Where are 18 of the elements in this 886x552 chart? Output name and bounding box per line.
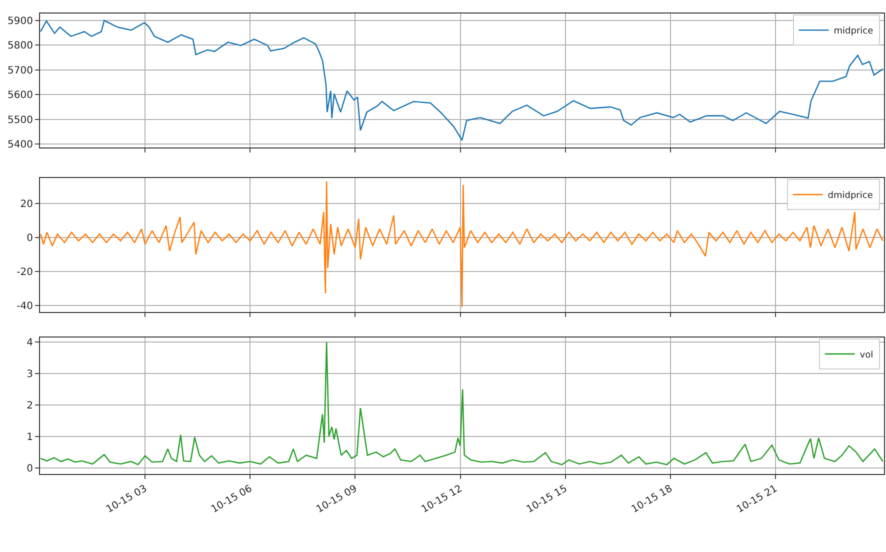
y-tick-label: 3 — [26, 369, 33, 380]
y-tick-label: 5800 — [8, 40, 33, 52]
y-tick-label: 0 — [26, 232, 33, 244]
y-tick-label: 2 — [26, 400, 33, 412]
y-tick-label: 5600 — [8, 90, 33, 102]
y-tick-label: 5700 — [8, 65, 33, 76]
legend-label: dmidprice — [828, 191, 874, 202]
y-tick-label: 0 — [26, 463, 33, 474]
legend-label: vol — [860, 350, 874, 360]
y-tick-label: -40 — [16, 300, 33, 312]
y-tick-label: 5400 — [8, 139, 33, 150]
y-tick-label: -20 — [16, 266, 33, 278]
y-tick-label: 5900 — [8, 16, 33, 27]
legend-label: midprice — [834, 26, 874, 37]
y-tick-label: 1 — [26, 432, 33, 443]
y-tick-label: 5500 — [8, 114, 33, 126]
y-tick-label: 4 — [26, 338, 33, 349]
y-tick-label: 20 — [20, 199, 33, 210]
